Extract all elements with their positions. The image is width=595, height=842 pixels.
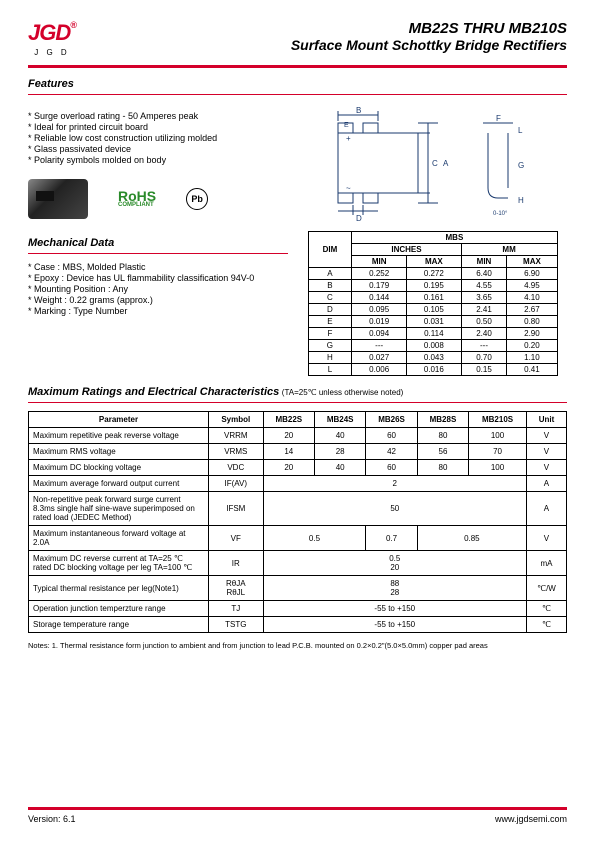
top-two-column: * Surge overload rating - 50 Amperes pea… [28, 103, 567, 376]
mech-item: * Case : MBS, Molded Plastic [28, 262, 288, 272]
svg-text:0-10°: 0-10° [493, 211, 508, 217]
logo: JGD® J G D [28, 20, 76, 57]
svg-text:E: E [344, 122, 349, 129]
divider-thin [28, 253, 288, 254]
svg-text:L: L [518, 126, 523, 135]
left-column: * Surge overload rating - 50 Amperes pea… [28, 103, 288, 376]
page-header: JGD® J G D MB22S THRU MB210S Surface Mou… [28, 20, 567, 57]
ratings-table: Parameter Symbol MB22S MB24S MB26S MB28S… [28, 411, 567, 633]
svg-text:D: D [356, 214, 362, 223]
mech-item: * Weight : 0.22 grams (approx.) [28, 295, 288, 305]
svg-text:H: H [518, 196, 524, 205]
feature-item: * Reliable low cost construction utilizi… [28, 133, 288, 143]
mech-heading: Mechanical Data [28, 237, 288, 249]
divider-bar [28, 65, 567, 68]
version-text: Version: 6.1 [28, 814, 76, 824]
logo-text: JGD® [28, 20, 76, 46]
svg-text:F: F [496, 114, 501, 123]
svg-text:G: G [518, 161, 524, 170]
footnote: Notes: 1. Thermal resistance form juncti… [28, 641, 567, 650]
features-heading: Features [28, 78, 567, 90]
feature-item: * Glass passivated device [28, 144, 288, 154]
svg-text:B: B [356, 106, 361, 115]
svg-text:~: ~ [346, 184, 351, 193]
rohs-logo: RoHSCOMPLIANT [118, 190, 156, 208]
ratings-heading: Maximum Ratings and Electrical Character… [28, 386, 279, 398]
ratings-header-row: Maximum Ratings and Electrical Character… [28, 386, 567, 398]
title-sub: Surface Mount Schottky Bridge Rectifiers [291, 37, 567, 53]
mech-item: * Marking : Type Number [28, 306, 288, 316]
right-column: A C B E D F L G H 0- [308, 103, 568, 376]
compliance-row: RoHSCOMPLIANT Pb [28, 179, 288, 219]
ratings-note: (TA=25℃ unless otherwise noted) [282, 388, 404, 397]
footer-url: www.jgdsemi.com [495, 814, 567, 824]
title-main: MB22S THRU MB210S [291, 20, 567, 37]
ul-logo: Pb [186, 188, 208, 210]
svg-text:A: A [443, 159, 449, 168]
feature-item: * Ideal for printed circuit board [28, 122, 288, 132]
features-list: * Surge overload rating - 50 Amperes pea… [28, 111, 288, 165]
svg-text:C: C [432, 159, 438, 168]
footer-bar [28, 807, 567, 810]
feature-item: * Surge overload rating - 50 Amperes pea… [28, 111, 288, 121]
divider-thin [28, 402, 567, 403]
dimension-table: DIMMBS INCHESMM MINMAXMINMAX A0.2520.272… [308, 231, 558, 376]
package-diagram: A C B E D F L G H 0- [308, 103, 558, 223]
svg-text:+: + [346, 134, 351, 143]
mech-item: * Mounting Position : Any [28, 284, 288, 294]
mech-item: * Epoxy : Device has UL flammability cla… [28, 273, 288, 283]
logo-subtext: J G D [34, 48, 69, 57]
product-image [28, 179, 88, 219]
divider-thin [28, 94, 567, 95]
feature-item: * Polarity symbols molded on body [28, 155, 288, 165]
page-footer: Version: 6.1 www.jgdsemi.com [28, 814, 567, 824]
mech-list: * Case : MBS, Molded Plastic * Epoxy : D… [28, 262, 288, 316]
title-block: MB22S THRU MB210S Surface Mount Schottky… [291, 20, 567, 53]
